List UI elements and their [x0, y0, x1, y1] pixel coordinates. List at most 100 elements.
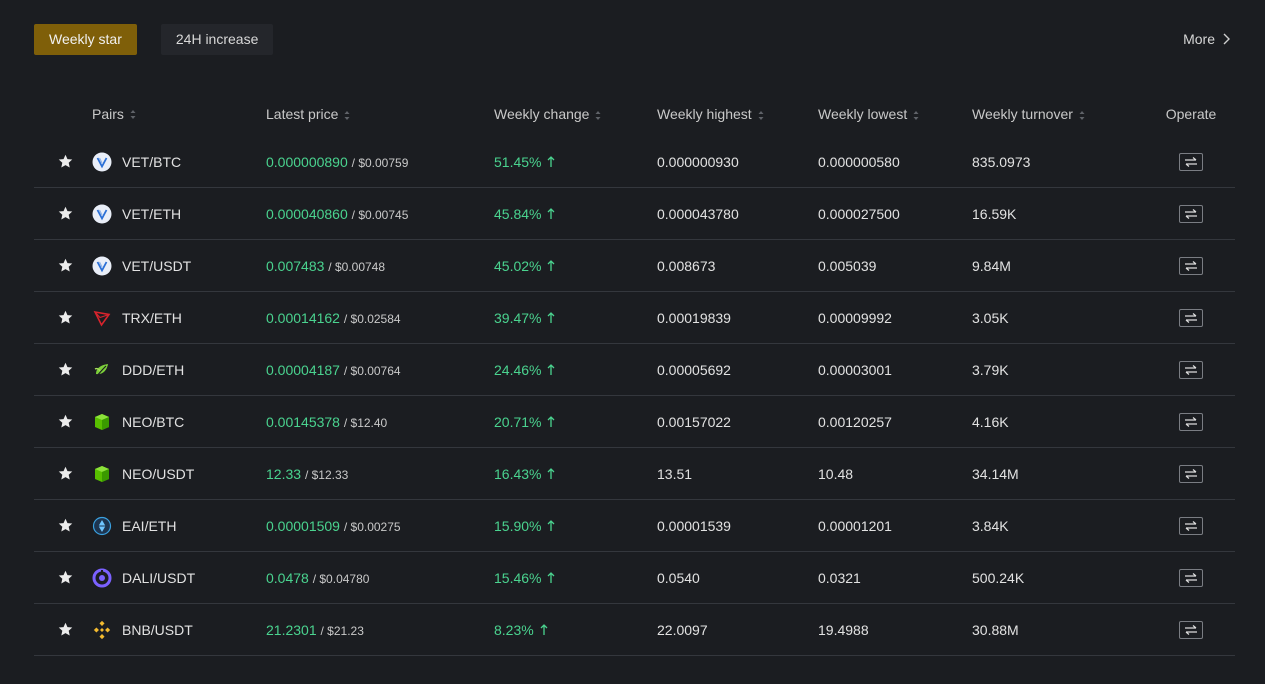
usd-price-value: / $0.00748: [328, 259, 386, 274]
weekly-change-cell: 8.23%: [494, 622, 657, 638]
more-link[interactable]: More: [1183, 31, 1230, 47]
pair-label: VET/ETH: [122, 205, 182, 222]
pair-cell[interactable]: NEO/USDT: [92, 464, 266, 484]
table-row[interactable]: BNB/USDT 21.2301 / $21.23 8.23% 22.0097 …: [34, 604, 1235, 656]
neo-icon: [92, 412, 112, 432]
dali-icon: [92, 568, 112, 588]
table-row[interactable]: EAI/ETH 0.00001509 / $0.00275 15.90% 0.0…: [34, 500, 1235, 552]
weekly-highest-value: 0.0540: [657, 569, 700, 586]
favorite-star-icon[interactable]: [58, 362, 73, 377]
sort-icon: [595, 110, 601, 120]
weekly-highest-value: 0.000043780: [657, 205, 739, 222]
weekly-lowest-value: 0.00009992: [818, 309, 892, 326]
tab-24h-increase[interactable]: 24H increase: [160, 24, 274, 55]
weekly-change-value: 24.46%: [494, 361, 542, 378]
latest-price-cell: 0.00001509 / $0.00275: [266, 518, 494, 534]
trade-swap-button[interactable]: [1179, 412, 1203, 431]
favorite-star-icon[interactable]: [58, 310, 73, 325]
favorite-star-icon[interactable]: [58, 518, 73, 533]
favorite-star-icon[interactable]: [58, 206, 73, 221]
trade-swap-button[interactable]: [1179, 360, 1203, 379]
trade-swap-button[interactable]: [1179, 568, 1203, 587]
pair-label: VET/BTC: [122, 153, 182, 170]
header-weekly-highest[interactable]: Weekly highest: [657, 106, 818, 122]
favorite-star-icon[interactable]: [58, 258, 73, 273]
trade-swap-button[interactable]: [1179, 256, 1203, 275]
weekly-change-cell: 45.84%: [494, 206, 657, 222]
arrow-up-icon: [547, 311, 555, 323]
weekly-turnover-value: 3.84K: [972, 517, 1009, 534]
latest-price-value: 0.0478: [266, 569, 309, 586]
weekly-lowest-value: 0.005039: [818, 257, 877, 274]
header-weekly-lowest[interactable]: Weekly lowest: [818, 106, 972, 122]
latest-price-cell: 21.2301 / $21.23: [266, 622, 494, 638]
favorite-star-icon[interactable]: [58, 154, 73, 169]
table-row[interactable]: VET/ETH 0.000040860 / $0.00745 45.84% 0.…: [34, 188, 1235, 240]
favorite-star-icon[interactable]: [58, 414, 73, 429]
table-row[interactable]: VET/USDT 0.007483 / $0.00748 45.02% 0.00…: [34, 240, 1235, 292]
pair-cell[interactable]: TRX/ETH: [92, 308, 266, 328]
table-row[interactable]: TRX/ETH 0.00014162 / $0.02584 39.47% 0.0…: [34, 292, 1235, 344]
weekly-change-value: 20.71%: [494, 413, 542, 430]
arrow-up-icon: [547, 571, 555, 583]
header-pairs[interactable]: Pairs: [92, 106, 266, 122]
favorite-star-icon[interactable]: [58, 466, 73, 481]
trade-swap-button[interactable]: [1179, 152, 1203, 171]
table-row[interactable]: DALI/USDT 0.0478 / $0.04780 15.46% 0.054…: [34, 552, 1235, 604]
tab-bar: Weekly star 24H increase: [34, 24, 274, 55]
weekly-change-cell: 24.46%: [494, 362, 657, 378]
favorite-star-icon[interactable]: [58, 622, 73, 637]
latest-price-value: 12.33: [266, 465, 302, 482]
usd-price-value: / $12.40: [343, 415, 388, 430]
trade-swap-button[interactable]: [1179, 308, 1203, 327]
weekly-change-value: 15.46%: [494, 569, 542, 586]
weekly-lowest-value: 0.0321: [818, 569, 861, 586]
pair-cell[interactable]: NEO/BTC: [92, 412, 266, 432]
weekly-highest-value: 0.00157022: [657, 413, 731, 430]
weekly-lowest-value: 10.48: [818, 465, 854, 482]
header-latest-price[interactable]: Latest price: [266, 106, 494, 122]
usd-price-value: / $0.00745: [351, 207, 409, 222]
header-weekly-turnover[interactable]: Weekly turnover: [972, 106, 1147, 122]
table-row[interactable]: DDD/ETH 0.00004187 / $0.00764 24.46% 0.0…: [34, 344, 1235, 396]
weekly-turnover-value: 34.14M: [972, 465, 1019, 482]
weekly-turnover-value: 9.84M: [972, 257, 1011, 274]
pair-cell[interactable]: DDD/ETH: [92, 360, 266, 380]
latest-price-value: 21.2301: [266, 621, 317, 638]
sort-icon: [344, 110, 350, 120]
pair-cell[interactable]: EAI/ETH: [92, 516, 266, 536]
weekly-highest-value: 0.00001539: [657, 517, 731, 534]
table-row[interactable]: VET/BTC 0.000000890 / $0.00759 51.45% 0.…: [34, 136, 1235, 188]
pair-cell[interactable]: VET/ETH: [92, 204, 266, 224]
usd-price-value: / $0.00275: [343, 519, 401, 534]
usd-price-value: / $0.02584: [343, 311, 401, 326]
pair-cell[interactable]: VET/BTC: [92, 152, 266, 172]
swap-icon: [1184, 468, 1198, 479]
usd-price-value: / $0.00759: [351, 155, 409, 170]
swap-icon: [1184, 624, 1198, 635]
trade-swap-button[interactable]: [1179, 464, 1203, 483]
header-weekly-change[interactable]: Weekly change: [494, 106, 657, 122]
vet-icon: [92, 204, 112, 224]
trade-swap-button[interactable]: [1179, 620, 1203, 639]
weekly-change-cell: 45.02%: [494, 258, 657, 274]
latest-price-value: 0.00004187: [266, 361, 340, 378]
weekly-turnover-value: 16.59K: [972, 205, 1017, 222]
weekly-highest-value: 0.000000930: [657, 153, 739, 170]
tab-weekly-star[interactable]: Weekly star: [34, 24, 137, 55]
trade-swap-button[interactable]: [1179, 204, 1203, 223]
weekly-lowest-value: 0.00001201: [818, 517, 892, 534]
weekly-turnover-value: 500.24K: [972, 569, 1025, 586]
pair-cell[interactable]: BNB/USDT: [92, 620, 266, 640]
latest-price-value: 0.000040860: [266, 205, 348, 222]
arrow-up-icon: [547, 259, 555, 271]
trade-swap-button[interactable]: [1179, 516, 1203, 535]
pair-cell[interactable]: VET/USDT: [92, 256, 266, 276]
pair-cell[interactable]: DALI/USDT: [92, 568, 266, 588]
pair-label: VET/USDT: [122, 257, 192, 274]
favorite-star-icon[interactable]: [58, 570, 73, 585]
weekly-turnover-value: 835.0973: [972, 153, 1031, 170]
header-operate: Operate: [1165, 106, 1217, 122]
table-row[interactable]: NEO/BTC 0.00145378 / $12.40 20.71% 0.001…: [34, 396, 1235, 448]
table-row[interactable]: NEO/USDT 12.33 / $12.33 16.43% 13.51 10.…: [34, 448, 1235, 500]
